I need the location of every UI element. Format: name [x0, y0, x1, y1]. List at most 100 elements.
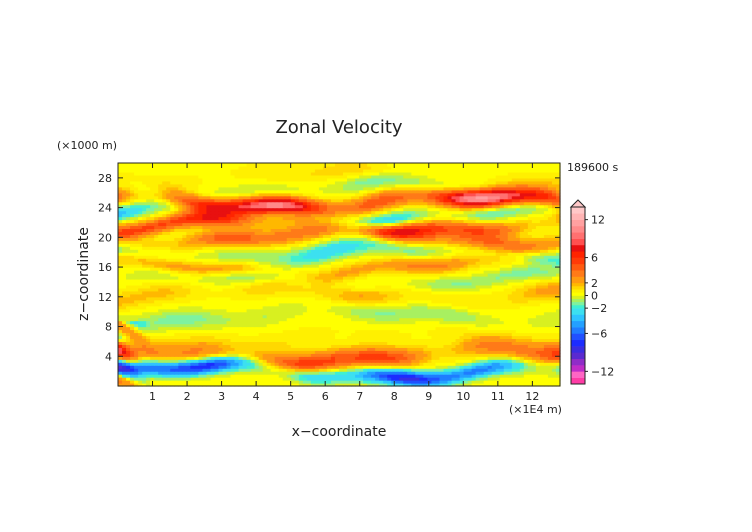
heatmap-cell — [503, 329, 509, 334]
heatmap-cell — [459, 353, 465, 357]
heatmap-cell — [379, 353, 384, 357]
heatmap-cell — [443, 258, 449, 262]
heatmap-cell — [274, 302, 280, 307]
heatmap-cell — [523, 299, 529, 304]
heatmap-cell — [519, 383, 525, 387]
heatmap-cell — [154, 287, 159, 292]
heatmap-cell — [463, 353, 469, 357]
heatmap-cell — [282, 371, 288, 375]
heatmap-cell — [214, 287, 220, 292]
heatmap-cell — [218, 332, 224, 337]
heatmap-cell — [218, 344, 224, 348]
heatmap-cell — [555, 296, 561, 301]
heatmap-cell — [395, 338, 400, 342]
heatmap-cell — [290, 281, 296, 286]
heatmap-cell — [330, 267, 336, 271]
heatmap-cell — [182, 341, 187, 345]
heatmap-cell — [150, 305, 155, 310]
heatmap-cell — [258, 359, 264, 363]
heatmap-cell — [186, 341, 191, 345]
heatmap-cell — [198, 267, 203, 271]
heatmap-cell — [503, 284, 509, 289]
heatmap-cell — [298, 305, 304, 310]
heatmap-cell — [174, 255, 179, 259]
heatmap-cell — [439, 252, 445, 256]
heatmap-cell — [339, 359, 344, 363]
heatmap-cell — [451, 273, 457, 277]
heatmap-cell — [443, 278, 449, 283]
heatmap-cell — [146, 270, 151, 274]
heatmap-cell — [383, 383, 388, 387]
heatmap-cell — [403, 365, 408, 369]
heatmap-cell — [202, 380, 207, 384]
heatmap-cell — [218, 341, 224, 345]
heatmap-cell — [519, 338, 525, 342]
heatmap-cell — [242, 270, 248, 274]
heatmap-cell — [395, 255, 400, 259]
heatmap-cell — [166, 281, 171, 286]
heatmap-cell — [455, 287, 461, 292]
heatmap-cell — [371, 296, 376, 301]
heatmap-cell — [503, 278, 509, 283]
heatmap-cell — [234, 344, 240, 348]
heatmap-cell — [242, 362, 248, 366]
heatmap-cell — [138, 329, 143, 334]
heatmap-cell — [318, 252, 324, 256]
heatmap-cell — [334, 317, 340, 322]
heatmap-cell — [226, 332, 232, 337]
heatmap-cell — [170, 311, 175, 316]
heatmap-cell — [302, 362, 308, 366]
heatmap-cell — [407, 341, 412, 345]
heatmap-cell — [286, 374, 292, 378]
heatmap-cell — [395, 302, 400, 307]
heatmap-cell — [543, 278, 549, 283]
heatmap-cell — [122, 264, 127, 268]
heatmap-cell — [427, 252, 433, 256]
heatmap-cell — [230, 249, 236, 253]
heatmap-cell — [499, 317, 505, 322]
heatmap-cell — [483, 296, 489, 301]
heatmap-cell — [487, 290, 493, 295]
heatmap-cell — [334, 359, 340, 363]
heatmap-cell — [190, 359, 195, 363]
heatmap-cell — [423, 305, 428, 310]
heatmap-cell — [278, 353, 284, 357]
heatmap-cell — [326, 344, 332, 348]
heatmap-cell — [475, 320, 481, 325]
heatmap-cell — [214, 329, 220, 334]
heatmap-cell — [330, 377, 336, 381]
heatmap-cell — [499, 368, 505, 372]
heatmap-cell — [254, 299, 260, 304]
heatmap-cell — [250, 290, 256, 295]
heatmap-cell — [555, 371, 561, 375]
heatmap-cell — [543, 267, 549, 271]
heatmap-cell — [387, 383, 392, 387]
heatmap-cell — [310, 365, 316, 369]
heatmap-cell — [435, 383, 441, 387]
heatmap-cell — [318, 332, 324, 337]
heatmap-cell — [463, 359, 469, 363]
heatmap-cell — [443, 311, 449, 316]
heatmap-cell — [170, 374, 175, 378]
heatmap-cell — [519, 293, 525, 298]
heatmap-cell — [435, 311, 441, 316]
heatmap-cell — [395, 311, 400, 316]
heatmap-cell — [142, 252, 147, 256]
heatmap-cell — [451, 314, 457, 319]
heatmap-cell — [375, 273, 380, 277]
heatmap-cell — [463, 326, 469, 331]
heatmap-cell — [314, 308, 320, 313]
heatmap-cell — [278, 380, 284, 384]
heatmap-cell — [186, 275, 191, 280]
heatmap-cell — [447, 252, 453, 256]
heatmap-cell — [266, 374, 272, 378]
heatmap-cell — [439, 320, 445, 325]
heatmap-cell — [278, 252, 284, 256]
heatmap-cell — [371, 344, 376, 348]
heatmap-cell — [174, 317, 179, 322]
heatmap-cell — [126, 320, 131, 325]
heatmap-cell — [270, 287, 276, 292]
heatmap-cell — [339, 284, 344, 289]
heatmap-cell — [399, 299, 404, 304]
heatmap-cell — [479, 302, 485, 307]
